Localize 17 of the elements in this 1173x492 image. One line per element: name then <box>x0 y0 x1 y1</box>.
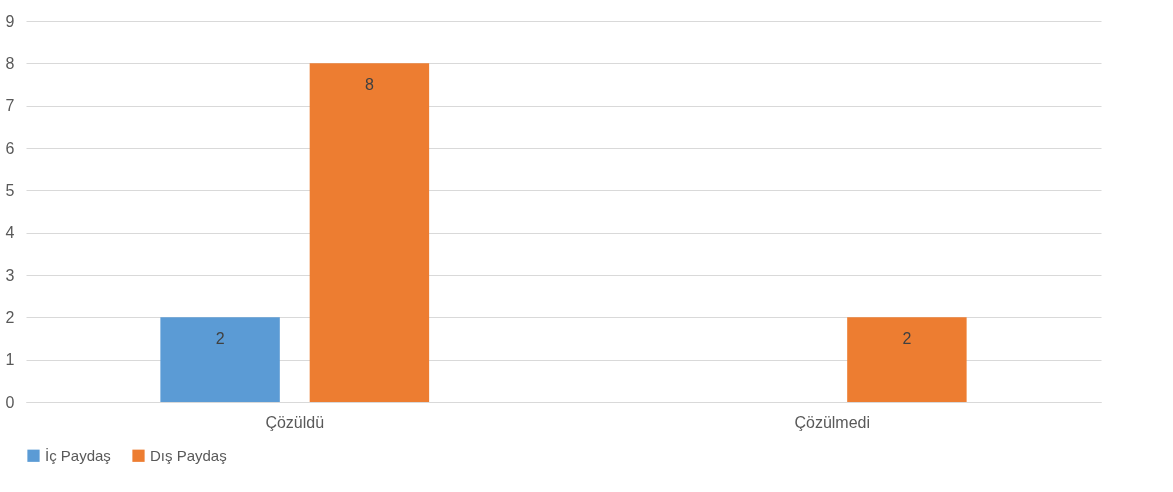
y-tick-label: 7 <box>5 97 15 115</box>
data-label: 2 <box>902 330 912 348</box>
y-tick-label: 6 <box>5 139 15 157</box>
y-tick-label: 5 <box>5 181 15 199</box>
data-label: 8 <box>364 76 374 94</box>
y-tick-label: 2 <box>5 308 15 326</box>
legend-label: Dış Paydaş <box>150 446 227 464</box>
y-tick-label: 0 <box>5 393 15 411</box>
y-tick-label: 1 <box>5 351 15 369</box>
data-label: 2 <box>215 330 225 348</box>
x-tick-label: Çözülmedi <box>794 413 871 431</box>
x-tick-label: Çözüldü <box>265 413 325 431</box>
y-tick-label: 3 <box>5 266 15 284</box>
y-tick-label: 4 <box>5 224 15 242</box>
y-tick-label: 9 <box>5 12 15 30</box>
legend-label: İç Paydaş <box>45 446 111 464</box>
y-tick-label: 8 <box>5 54 15 72</box>
